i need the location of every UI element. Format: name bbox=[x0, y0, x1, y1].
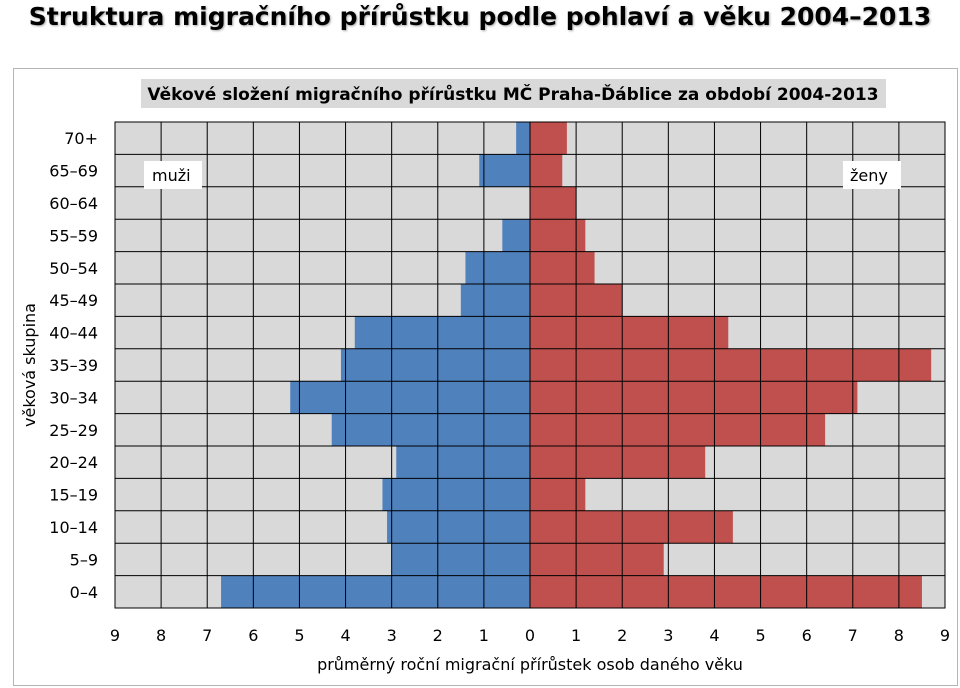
y-tick-label: 25–29 bbox=[49, 421, 98, 440]
x-tick-label: 1 bbox=[479, 626, 489, 645]
y-tick-label: 70+ bbox=[64, 129, 98, 148]
bar-men bbox=[465, 251, 530, 284]
x-tick-label: 2 bbox=[617, 626, 627, 645]
y-tick-label: 5–9 bbox=[70, 550, 98, 569]
y-tick-label: 0–4 bbox=[70, 583, 98, 602]
y-tick-label: 45–49 bbox=[49, 291, 98, 310]
bars-layer bbox=[221, 122, 932, 608]
y-tick-label: 20–24 bbox=[49, 453, 98, 472]
x-tick-label: 9 bbox=[940, 626, 950, 645]
x-tick-label: 5 bbox=[755, 626, 765, 645]
bar-women bbox=[530, 348, 932, 382]
bar-men bbox=[290, 381, 530, 414]
y-tick-label: 65–69 bbox=[49, 162, 98, 181]
bar-men bbox=[516, 122, 530, 155]
legend-men: muži bbox=[144, 161, 202, 189]
legend-women: ženy bbox=[843, 161, 901, 189]
y-axis-labels: 0–4 5–9 10–14 15–19 20–24 25–29 30–34 35–39 40–4… bbox=[49, 129, 98, 602]
bar-men bbox=[382, 478, 530, 511]
bar-men bbox=[460, 284, 530, 317]
x-tick-label: 3 bbox=[663, 626, 673, 645]
x-axis-title: průměrný roční migrační přírůstek osob d… bbox=[317, 655, 743, 674]
bar-women bbox=[530, 575, 922, 608]
x-tick-label: 4 bbox=[340, 626, 350, 645]
y-tick-label: 40–44 bbox=[49, 324, 98, 343]
bar-women bbox=[530, 510, 733, 544]
y-tick-label: 35–39 bbox=[49, 356, 98, 375]
y-tick-label: 55–59 bbox=[49, 226, 98, 245]
legend-women-box bbox=[843, 161, 901, 189]
bar-men bbox=[331, 413, 530, 446]
bar-men bbox=[391, 543, 530, 576]
bar-men bbox=[396, 446, 530, 479]
chart-title: Věkové složení migračního přírůstku MČ P… bbox=[147, 83, 878, 105]
x-tick-label: 1 bbox=[571, 626, 581, 645]
legend-men-label: muži bbox=[152, 166, 191, 185]
x-tick-label: 4 bbox=[709, 626, 719, 645]
x-tick-label: 0 bbox=[525, 626, 535, 645]
bar-men bbox=[221, 575, 531, 608]
x-tick-label: 8 bbox=[156, 626, 166, 645]
chart-title-group: Věkové složení migračního přírůstku MČ P… bbox=[141, 79, 886, 108]
bar-women bbox=[530, 219, 586, 252]
y-tick-label: 30–34 bbox=[49, 388, 98, 407]
x-tick-label: 7 bbox=[848, 626, 858, 645]
bar-men bbox=[340, 348, 530, 382]
bar-men bbox=[354, 316, 530, 349]
bar-women bbox=[530, 543, 664, 576]
bar-women bbox=[530, 446, 706, 479]
bar-women bbox=[530, 186, 577, 220]
y-tick-label: 60–64 bbox=[49, 194, 98, 213]
plot-border bbox=[114, 121, 946, 609]
y-tick-label: 15–19 bbox=[49, 486, 98, 505]
bar-women bbox=[530, 478, 586, 511]
bar-men bbox=[502, 219, 530, 252]
x-tick-label: 7 bbox=[202, 626, 212, 645]
chart-frame: Věkové složení migračního přírůstku MČ P… bbox=[13, 68, 958, 686]
chart-title-box bbox=[141, 79, 886, 108]
x-axis-labels: 9 8 7 6 5 4 3 2 1 0 1 2 3 4 5 6 7 8 9 bbox=[110, 626, 950, 645]
bar-men bbox=[387, 510, 530, 544]
y-tick-label: 50–54 bbox=[49, 259, 98, 278]
x-tick-label: 6 bbox=[802, 626, 812, 645]
bar-women bbox=[530, 122, 567, 155]
page-title: Struktura migračního přírůstku podle poh… bbox=[28, 2, 932, 31]
x-tick-label: 5 bbox=[294, 626, 304, 645]
x-tick-label: 3 bbox=[387, 626, 397, 645]
population-pyramid-chart: Věkové složení migračního přírůstku MČ P… bbox=[20, 79, 950, 674]
bar-women bbox=[530, 413, 826, 446]
x-tick-label: 9 bbox=[110, 626, 120, 645]
bar-women bbox=[530, 251, 595, 284]
x-tick-label: 8 bbox=[894, 626, 904, 645]
bar-women bbox=[530, 316, 729, 349]
grid-layer bbox=[114, 121, 946, 609]
y-tick-label: 10–14 bbox=[49, 518, 98, 537]
legend-women-label: ženy bbox=[850, 166, 888, 185]
y-axis-title: věková skupina bbox=[20, 303, 39, 427]
bar-women bbox=[530, 381, 858, 414]
legend-men-box bbox=[144, 161, 202, 189]
x-tick-label: 2 bbox=[433, 626, 443, 645]
bar-women bbox=[530, 154, 563, 187]
bar-men bbox=[479, 154, 530, 187]
x-tick-label: 6 bbox=[248, 626, 258, 645]
